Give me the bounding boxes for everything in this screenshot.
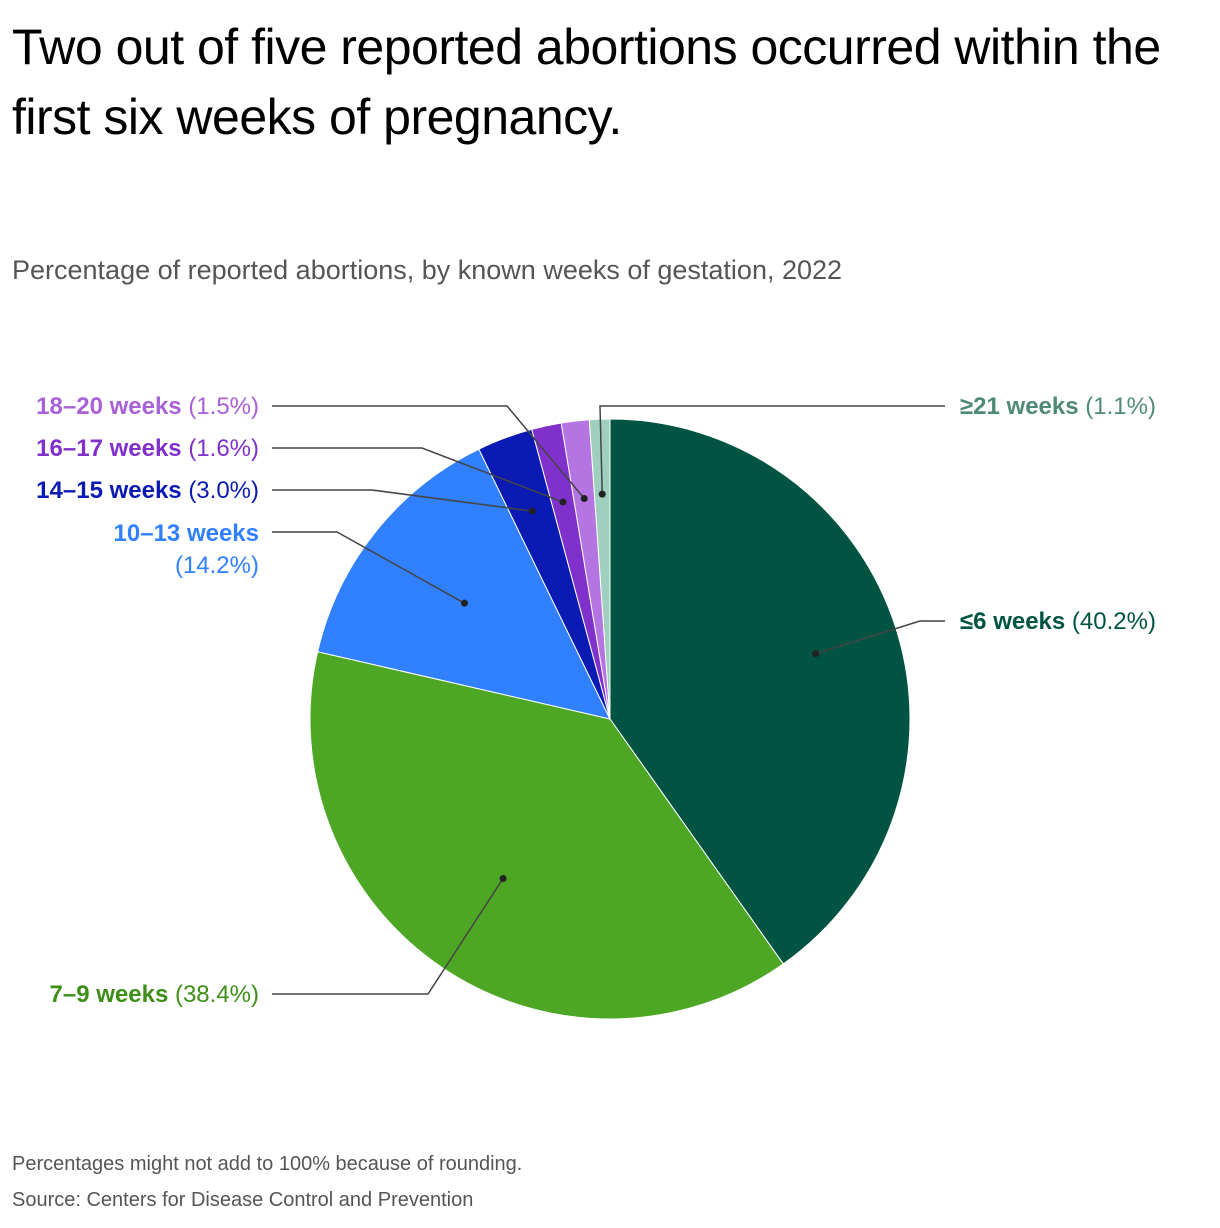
chart-subtitle: Percentage of reported abortions, by kno…: [12, 255, 843, 285]
pie-slices: [309, 418, 911, 1020]
slice-label-21-weeks: ≥21 weeks (1.1%): [960, 393, 1156, 420]
leader-dot-16-17-weeks: [559, 498, 567, 506]
leader-line-10-13-weeks: [272, 531, 465, 604]
leader-lines: [272, 405, 945, 995]
footnote: Percentages might not add to 100% becaus…: [12, 1153, 523, 1175]
leader-line-18-20-weeks: [272, 405, 585, 499]
leader-dot-14-15-weeks: [528, 507, 536, 515]
slice-labels: ≤6 weeks (40.2%) 7–9 weeks (38.4%) 10–13 w…: [36, 393, 1156, 1008]
slice-label-7-9-weeks: 7–9 weeks (38.4%): [50, 981, 259, 1008]
leader-dot-6-weeks: [812, 650, 820, 658]
slice-label-18-20-weeks: 18–20 weeks (1.5%): [36, 393, 259, 420]
leader-dot-21-weeks: [598, 490, 606, 498]
leader-line-6-weeks: [815, 620, 945, 655]
leader-line-16-17-weeks: [272, 447, 564, 503]
slice-label-10-13-weeks: 10–13 weeks: [114, 520, 259, 547]
slice-value-10-13-weeks: (14.2%): [175, 552, 259, 579]
slice-label-6-weeks: ≤6 weeks (40.2%): [960, 608, 1156, 635]
leader-dot-18-20-weeks: [580, 494, 588, 502]
leader-line-7-9-weeks: [272, 878, 504, 995]
leader-line-14-15-weeks: [272, 489, 533, 512]
leader-dot-7-9-weeks: [499, 874, 507, 882]
slice-label-14-15-weeks: 14–15 weeks (3.0%): [36, 477, 259, 504]
pie-chart: ≤6 weeks (40.2%) 7–9 weeks (38.4%) 10–13 w…: [36, 393, 1156, 1020]
leader-dot-10-13-weeks: [460, 599, 468, 607]
slice-label-16-17-weeks: 16–17 weeks (1.6%): [36, 435, 259, 462]
chart-title: Two out of five reported abortions occur…: [12, 19, 1161, 145]
pie-slice-7-9-weeks: [309, 651, 784, 1020]
leader-line-21-weeks: [599, 405, 945, 495]
source-note: Source: Centers for Disease Control and …: [12, 1189, 474, 1211]
